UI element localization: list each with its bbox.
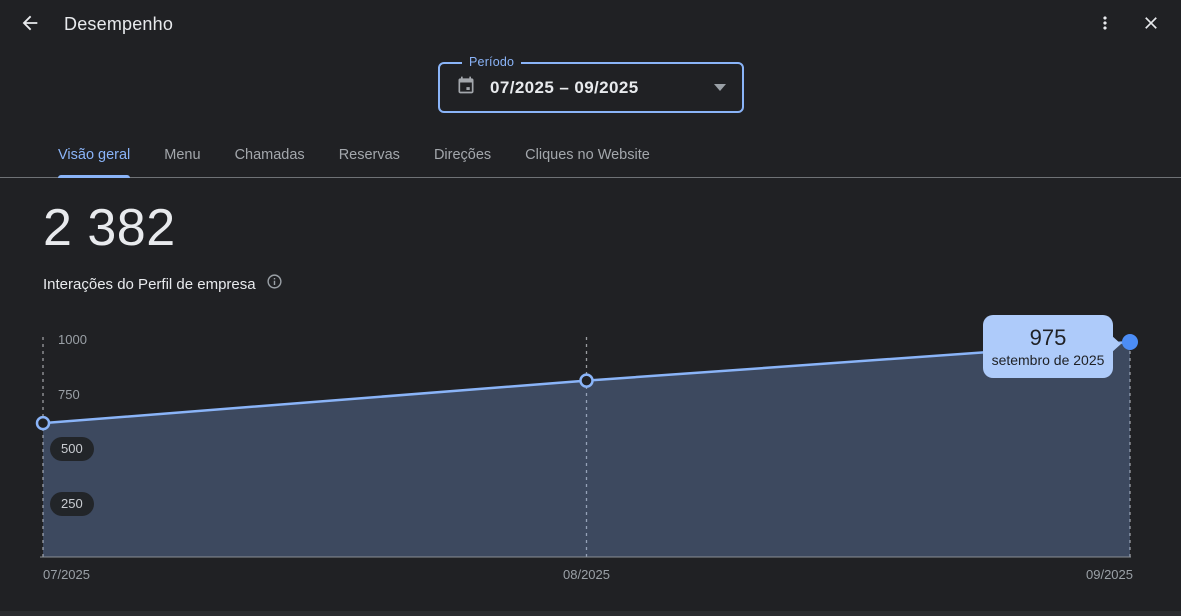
period-field-label: Período xyxy=(462,55,522,69)
caret-down-icon xyxy=(714,84,726,91)
x-axis-label: 08/2025 xyxy=(563,567,610,582)
x-axis-label: 07/2025 xyxy=(43,567,90,582)
data-point-open[interactable] xyxy=(35,415,51,431)
area-fill xyxy=(43,342,1130,557)
chart-svg[interactable] xyxy=(0,330,1181,575)
tab-bar: Visão geral Menu Chamadas Reservas Direç… xyxy=(0,130,1181,178)
arrow-left-icon xyxy=(19,12,41,37)
metric-summary: 2 382 Interações do Perfil de empresa xyxy=(43,199,283,295)
more-options-button[interactable] xyxy=(1091,10,1119,38)
tooltip-notch xyxy=(1111,335,1121,353)
x-axis-label: 09/2025 xyxy=(1086,567,1133,582)
kebab-menu-icon xyxy=(1095,13,1115,36)
tooltip-label: setembro de 2025 xyxy=(991,352,1105,369)
data-point-open[interactable] xyxy=(579,373,594,388)
tab-menu[interactable]: Menu xyxy=(164,147,201,163)
tab-cliques-no-website[interactable]: Cliques no Website xyxy=(525,147,650,163)
page-title: Desempenho xyxy=(64,13,174,34)
period-value: 07/2025 – 09/2025 xyxy=(490,77,639,97)
calendar-icon xyxy=(456,75,476,100)
interactions-line-chart: 975 setembro de 2025 250 500 750 1000 07/202… xyxy=(0,315,1181,616)
back-button[interactable] xyxy=(16,10,44,38)
metric-total: 2 382 xyxy=(43,199,176,257)
metric-label: Interações do Perfil de empresa xyxy=(43,275,256,293)
tab-visao-geral[interactable]: Visão geral xyxy=(58,147,131,178)
section-divider xyxy=(0,611,1181,616)
data-point-highlighted[interactable] xyxy=(1122,334,1138,351)
chart-tooltip: 975 setembro de 2025 xyxy=(983,315,1121,378)
info-icon[interactable] xyxy=(266,273,283,295)
tab-chamadas[interactable]: Chamadas xyxy=(234,147,305,163)
close-button[interactable] xyxy=(1137,10,1165,38)
tooltip-value: 975 xyxy=(1029,324,1067,350)
y-axis-tick: 500 xyxy=(50,436,94,461)
top-bar: Desempenho xyxy=(0,0,1181,48)
y-axis-tick: 1000 xyxy=(58,331,87,347)
tab-direcoes[interactable]: Direções xyxy=(433,147,492,163)
close-icon xyxy=(1141,13,1161,36)
y-axis-tick: 250 xyxy=(50,491,94,516)
period-selector[interactable]: Período 07/2025 – 09/2025 xyxy=(438,55,744,113)
tab-reservas[interactable]: Reservas xyxy=(338,147,400,163)
y-axis-tick: 750 xyxy=(58,386,80,402)
